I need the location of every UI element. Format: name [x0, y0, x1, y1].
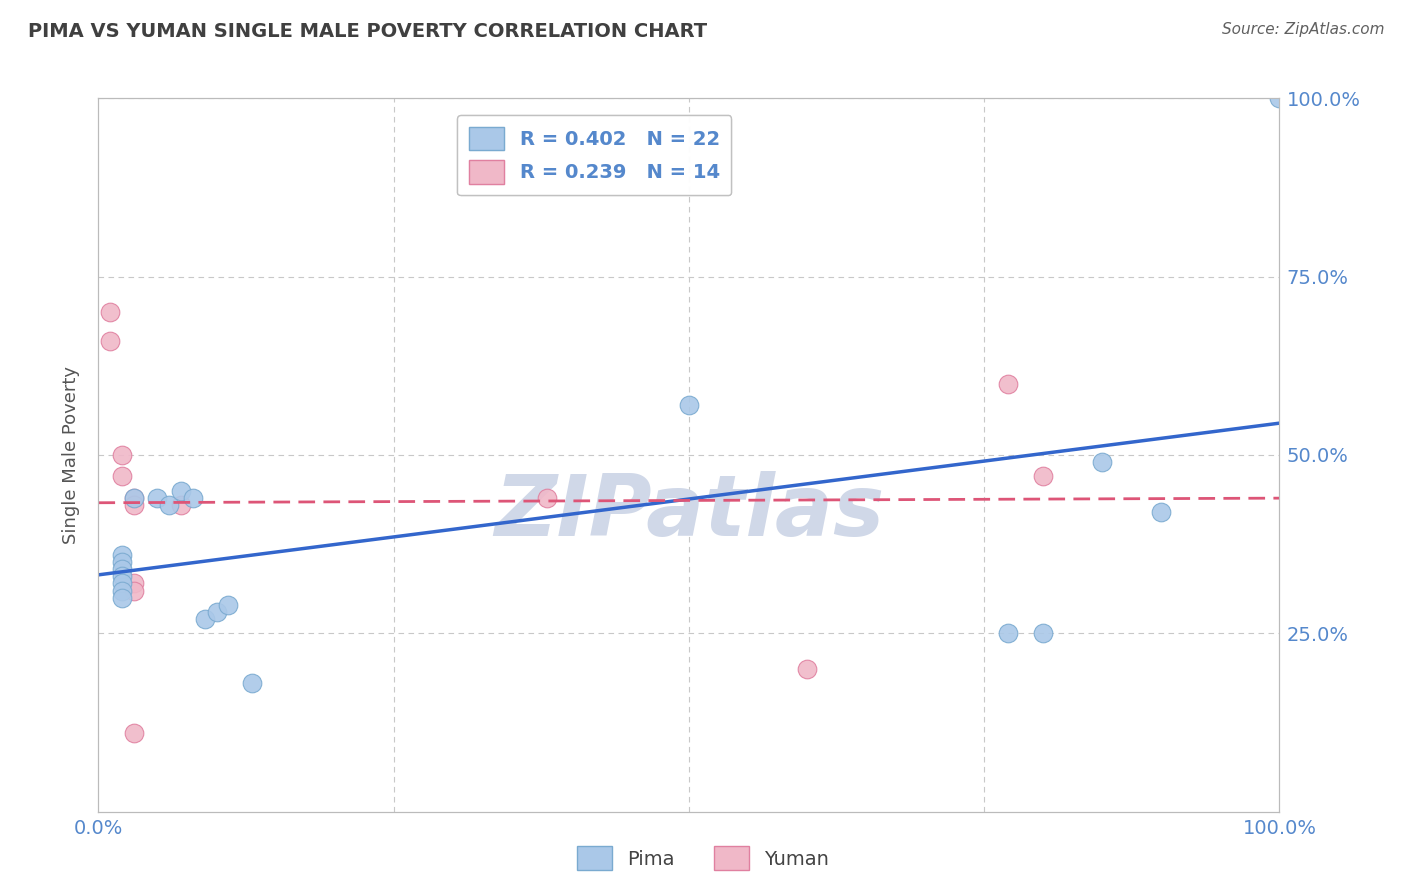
Point: [678, 398, 700, 412]
Y-axis label: Single Male Poverty: Single Male Poverty: [62, 366, 80, 544]
Point: [1268, 91, 1291, 105]
Point: [111, 555, 134, 569]
Point: [181, 491, 204, 505]
Point: [170, 498, 193, 512]
Point: [122, 576, 145, 591]
Point: [111, 576, 134, 591]
Text: PIMA VS YUMAN SINGLE MALE POVERTY CORRELATION CHART: PIMA VS YUMAN SINGLE MALE POVERTY CORREL…: [28, 22, 707, 41]
Point: [205, 605, 228, 619]
Point: [796, 662, 818, 676]
Point: [997, 376, 1019, 391]
Point: [157, 498, 180, 512]
Point: [170, 483, 193, 498]
Point: [122, 491, 145, 505]
Point: [122, 491, 145, 505]
Point: [111, 469, 134, 483]
Point: [122, 726, 145, 740]
Point: [111, 548, 134, 562]
Point: [536, 491, 558, 505]
Point: [111, 591, 134, 605]
Legend: R = 0.402   N = 22, R = 0.239   N = 14: R = 0.402 N = 22, R = 0.239 N = 14: [457, 115, 731, 195]
Point: [122, 498, 145, 512]
Point: [122, 583, 145, 598]
Point: [111, 569, 134, 583]
Point: [194, 612, 217, 626]
Point: [1150, 505, 1173, 519]
Point: [146, 491, 169, 505]
Legend: Pima, Yuman: Pima, Yuman: [569, 838, 837, 878]
Point: [1032, 626, 1054, 640]
Point: [111, 583, 134, 598]
Point: [1032, 469, 1054, 483]
Text: ZIPatlas: ZIPatlas: [494, 470, 884, 554]
Point: [997, 626, 1019, 640]
Point: [111, 448, 134, 462]
Point: [1091, 455, 1114, 469]
Point: [111, 562, 134, 576]
Point: [98, 334, 121, 348]
Point: [217, 598, 239, 612]
Point: [240, 676, 263, 690]
Point: [98, 305, 121, 319]
Text: Source: ZipAtlas.com: Source: ZipAtlas.com: [1222, 22, 1385, 37]
